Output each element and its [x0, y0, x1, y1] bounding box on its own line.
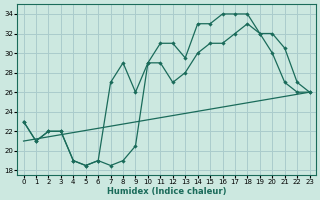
X-axis label: Humidex (Indice chaleur): Humidex (Indice chaleur)	[107, 187, 226, 196]
